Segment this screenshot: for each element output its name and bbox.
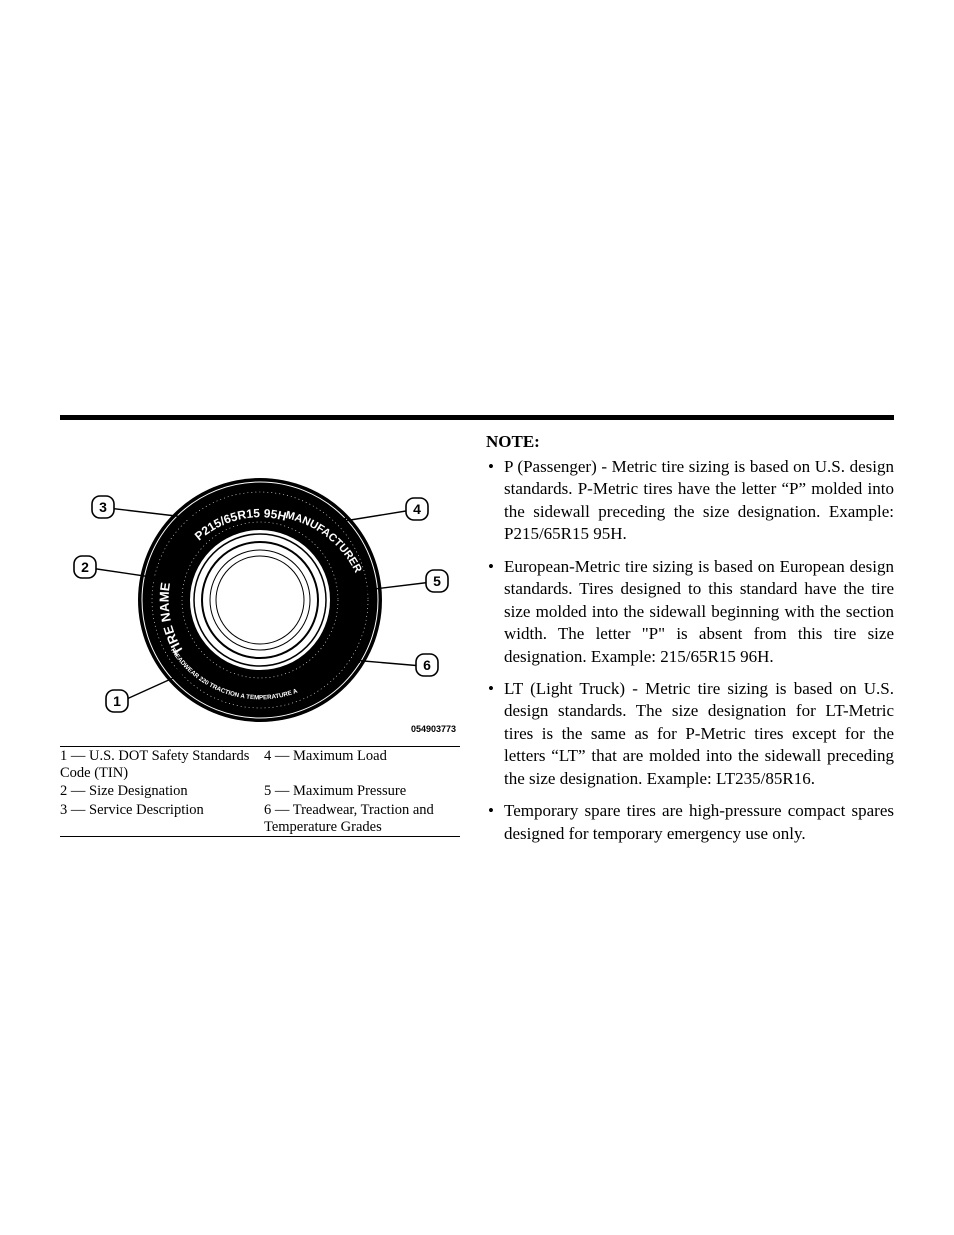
svg-text:2: 2: [81, 559, 89, 575]
note-list: P (Passenger) - Metric tire sizing is ba…: [486, 456, 894, 845]
header-rule: [60, 415, 894, 420]
legend-item-2: 2 — Size Designation: [60, 782, 260, 801]
note-heading: NOTE:: [486, 432, 894, 452]
tire-figure: TIRE NAME P215/65R15 95H MANUFACTURER TR…: [60, 420, 460, 837]
figure-legend: 1 — U.S. DOT Safety Standards Code (TIN)…: [60, 746, 460, 837]
legend-item-4: 4 — Maximum Load: [260, 747, 460, 782]
figure-number: 054903773: [411, 724, 456, 734]
note-bullet-1: P (Passenger) - Metric tire sizing is ba…: [486, 456, 894, 546]
svg-text:5: 5: [433, 573, 441, 589]
left-column: TIRE NAME P215/65R15 95H MANUFACTURER TR…: [60, 420, 460, 855]
callout-5: 5: [426, 570, 448, 592]
callout-2: 2: [74, 556, 96, 578]
svg-text:3: 3: [99, 499, 107, 515]
note-bullet-3: LT (Light Truck) - Metric tire sizing is…: [486, 678, 894, 790]
right-column: NOTE: P (Passenger) - Metric tire sizing…: [486, 420, 894, 855]
page-content: TIRE NAME P215/65R15 95H MANUFACTURER TR…: [60, 420, 894, 855]
tire-sidewall-diagram: TIRE NAME P215/65R15 95H MANUFACTURER TR…: [60, 450, 460, 740]
svg-text:6: 6: [423, 657, 431, 673]
two-column-layout: TIRE NAME P215/65R15 95H MANUFACTURER TR…: [60, 420, 894, 855]
callout-6: 6: [416, 654, 438, 676]
callout-1: 1: [106, 690, 128, 712]
legend-item-1: 1 — U.S. DOT Safety Standards Code (TIN): [60, 747, 260, 782]
legend-item-3: 3 — Service Description: [60, 801, 260, 836]
callout-4: 4: [406, 498, 428, 520]
legend-item-5: 5 — Maximum Pressure: [260, 782, 460, 801]
callout-3: 3: [92, 496, 114, 518]
svg-text:4: 4: [413, 501, 421, 517]
svg-text:1: 1: [113, 693, 121, 709]
note-bullet-4: Temporary spare tires are high-pressure …: [486, 800, 894, 845]
legend-item-6: 6 — Treadwear, Traction and Temperature …: [260, 801, 460, 836]
note-bullet-2: European-Metric tire sizing is based on …: [486, 556, 894, 668]
